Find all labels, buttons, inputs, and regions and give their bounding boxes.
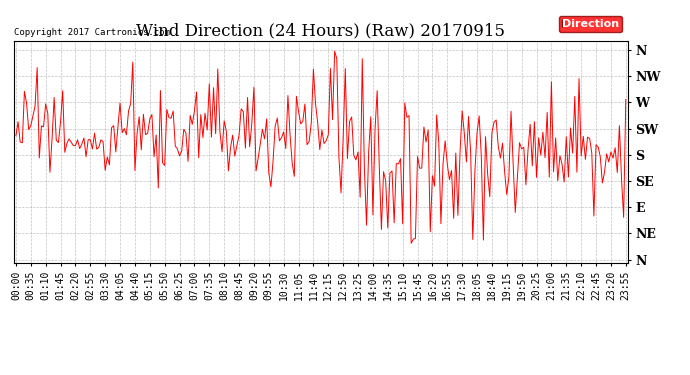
Legend: Direction: Direction [558,16,622,33]
Text: Copyright 2017 Cartronics.com: Copyright 2017 Cartronics.com [14,28,170,37]
Title: Wind Direction (24 Hours) (Raw) 20170915: Wind Direction (24 Hours) (Raw) 20170915 [137,23,505,40]
